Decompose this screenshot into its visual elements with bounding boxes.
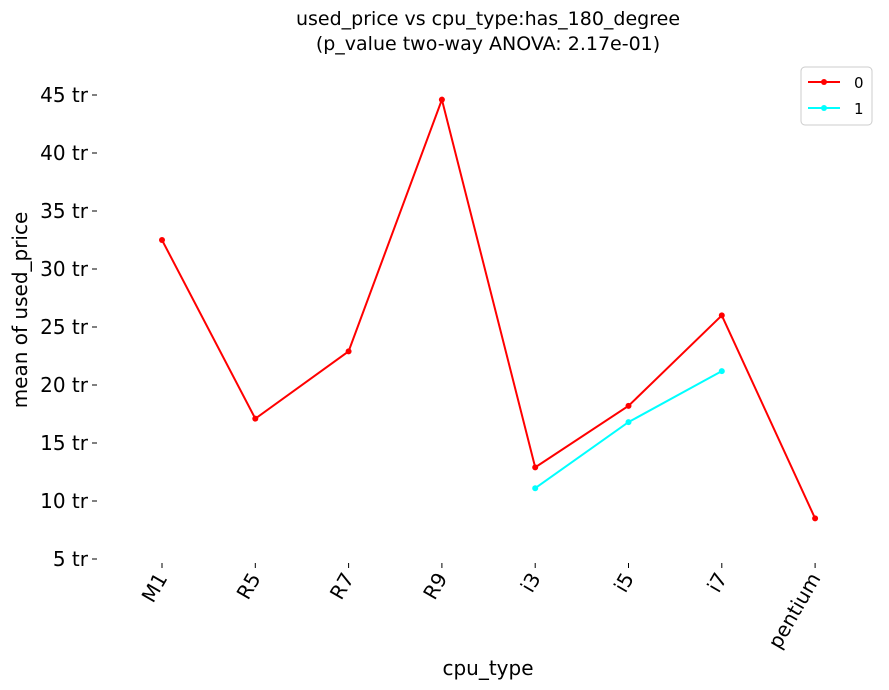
- legend-label-1: 1: [854, 100, 864, 118]
- data-point: [625, 419, 632, 426]
- x-tick-label: i7: [702, 569, 732, 597]
- data-point: [718, 312, 725, 319]
- series-1: [532, 368, 725, 492]
- series-line-1: [534, 370, 723, 490]
- chart-title: used_price vs cpu_type:has_180_degree: [296, 8, 680, 30]
- data-point: [532, 464, 539, 471]
- x-tick-label: i3: [516, 569, 546, 597]
- chart-subtitle: (p_value two-way ANOVA: 2.17e-01): [316, 33, 660, 55]
- y-tick-label: 35 tr: [40, 199, 89, 223]
- x-axis: M1 R5 R7 R9 i3 i5 i7 pentium: [137, 563, 825, 653]
- data-point: [625, 402, 632, 409]
- data-point: [812, 515, 819, 522]
- y-tick-label: 40 tr: [40, 141, 89, 165]
- y-tick-label: 30 tr: [40, 257, 89, 281]
- series-0: [159, 96, 819, 522]
- y-tick-label: 5 tr: [53, 547, 89, 571]
- series-layer: [159, 96, 819, 522]
- x-tick-label: M1: [137, 569, 173, 607]
- data-point: [345, 348, 352, 355]
- y-tick-label: 10 tr: [40, 489, 89, 513]
- x-tick-label: R7: [325, 569, 359, 604]
- x-axis-label: cpu_type: [442, 656, 533, 680]
- data-point: [532, 485, 539, 492]
- legend-label-0: 0: [854, 74, 864, 92]
- legend: 01: [800, 66, 873, 126]
- legend-marker-0: [821, 79, 827, 85]
- x-tick-label: pentium: [763, 569, 825, 653]
- y-axis-label: mean of used_price: [8, 212, 32, 409]
- y-tick-label: 15 tr: [40, 431, 89, 455]
- y-tick-label: 25 tr: [40, 315, 89, 339]
- y-tick-label: 20 tr: [40, 373, 89, 397]
- x-tick-label: R9: [418, 569, 452, 604]
- data-point: [438, 96, 445, 103]
- data-point: [252, 415, 259, 422]
- y-tick-label: 45 tr: [40, 83, 89, 107]
- x-tick-label: R5: [232, 569, 266, 604]
- data-point: [718, 368, 725, 375]
- x-tick-label: i5: [609, 569, 639, 597]
- series-line-0: [161, 96, 817, 519]
- legend-marker-1: [821, 105, 827, 111]
- y-axis: 5 tr 10 tr 15 tr 20 tr 25 tr 30 tr 35 tr 40 tr 4…: [40, 83, 97, 571]
- data-point: [159, 237, 165, 243]
